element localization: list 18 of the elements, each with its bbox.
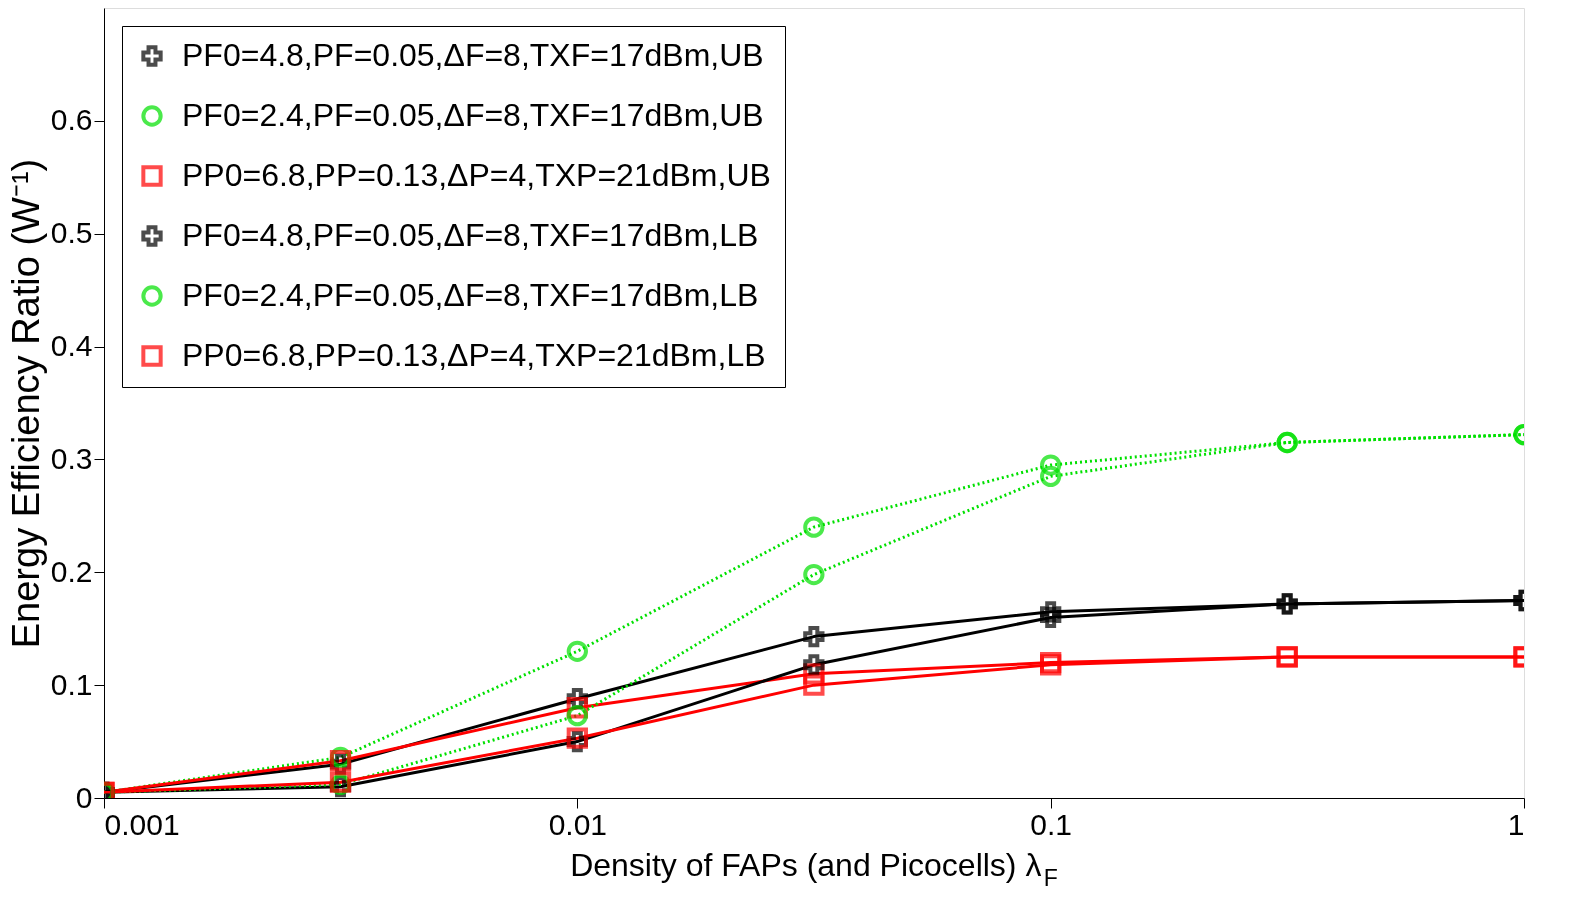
y-tick-label: 0.5 <box>50 216 93 250</box>
y-tick-label: 0.4 <box>50 329 93 363</box>
legend-label: PF0=2.4,PF=0.05,ΔF=8,TXF=17dBm,LB <box>182 277 759 313</box>
legend-label: PF0=4.8,PF=0.05,ΔF=8,TXF=17dBm,LB <box>182 217 759 253</box>
x-tick-label: 0.1 <box>1030 807 1073 841</box>
y-tick-label: 0.3 <box>50 441 93 475</box>
y-tick-label: 0 <box>75 780 93 814</box>
x-tick-label: 0.01 <box>548 807 608 841</box>
y-tick-label: 0.2 <box>50 554 93 588</box>
y-axis-title: Energy Efficiency Ratio (W⁻¹) <box>4 158 47 649</box>
y-tick-label: 0.1 <box>50 667 93 701</box>
x-tick-label: 0.001 <box>104 807 180 841</box>
legend-label: PF0=2.4,PF=0.05,ΔF=8,TXF=17dBm,UB <box>182 97 764 133</box>
x-tick-label: 1 <box>1507 807 1525 841</box>
legend-label: PP0=6.8,PP=0.13,ΔP=4,TXP=21dBm,UB <box>182 157 771 193</box>
y-tick-label: 0.6 <box>50 103 93 137</box>
legend-label: PF0=4.8,PF=0.05,ΔF=8,TXF=17dBm,UB <box>182 37 764 73</box>
legend-label: PP0=6.8,PP=0.13,ΔP=4,TXP=21dBm,LB <box>182 337 766 373</box>
